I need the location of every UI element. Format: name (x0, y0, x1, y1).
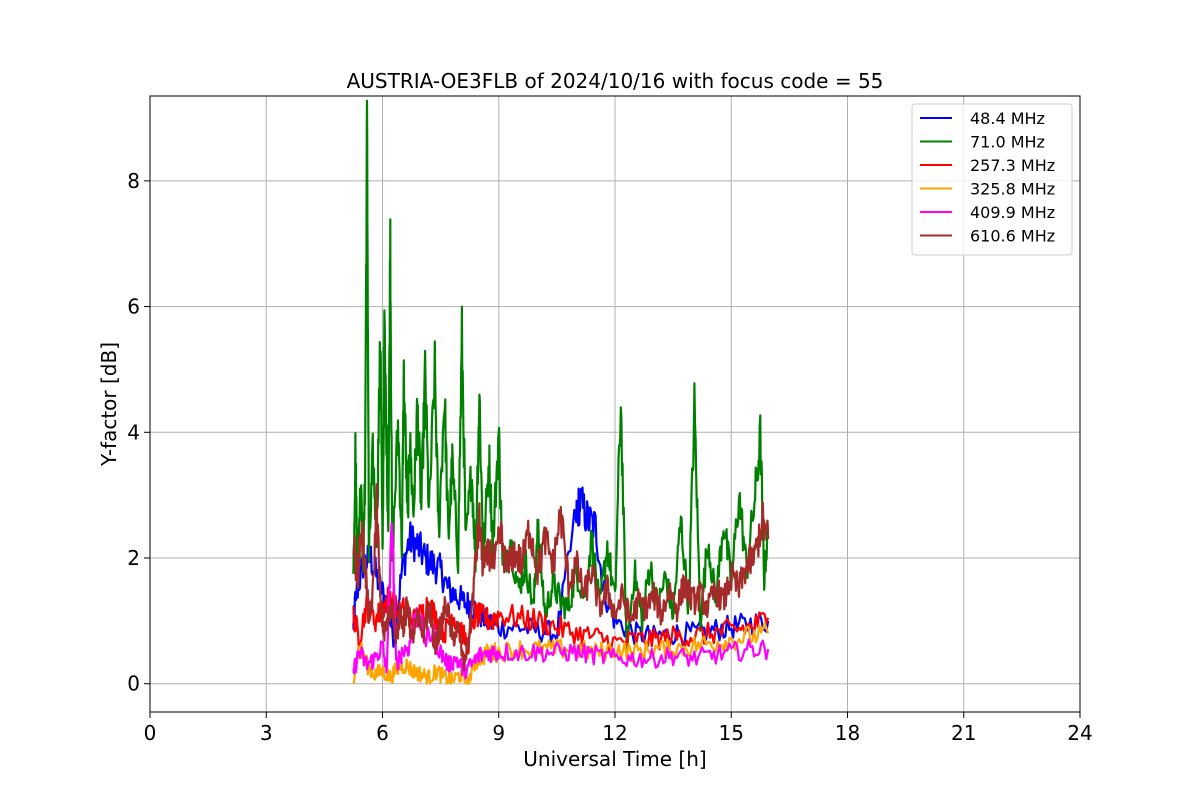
x-tick-label: 18 (835, 721, 860, 745)
legend: 48.4 MHz 71.0 MHz 257.3 MHz 325.8 MHz 409.9… (911, 103, 1073, 256)
y-tick-label: 8 (127, 169, 140, 193)
legend-label: 48.4 MHz (970, 109, 1045, 128)
legend-label: 71.0 MHz (970, 133, 1045, 152)
x-tick-label: 15 (719, 721, 744, 745)
x-tick-label: 12 (602, 721, 627, 745)
y-tick-label: 6 (127, 295, 140, 319)
series-layer (352, 99, 770, 685)
x-tick-label: 3 (260, 721, 273, 745)
series-line (352, 99, 770, 654)
legend-label: 610.6 MHz (970, 227, 1055, 246)
legend-items: 48.4 MHz 71.0 MHz 257.3 MHz 325.8 MHz 409.9… (920, 109, 1055, 246)
legend-label: 409.9 MHz (970, 203, 1055, 222)
x-axis-ticks: 0 3 6 9 12 15 18 21 24 (144, 712, 1093, 745)
y-axis-label: Y-factor [dB] (97, 342, 121, 467)
series-line (352, 483, 770, 672)
x-axis-label: Universal Time [h] (523, 747, 706, 771)
series-line (352, 522, 770, 680)
x-tick-label: 9 (492, 721, 505, 745)
legend-label: 325.8 MHz (970, 180, 1055, 199)
chart-title: AUSTRIA-OE3FLB of 2024/10/16 with focus … (347, 69, 884, 93)
x-tick-label: 21 (951, 721, 976, 745)
x-tick-label: 0 (144, 721, 157, 745)
y-tick-label: 0 (127, 672, 140, 696)
x-tick-label: 6 (376, 721, 389, 745)
y-axis-ticks: 0 2 4 6 8 (127, 169, 150, 696)
y-tick-label: 2 (127, 546, 140, 570)
series-line (352, 621, 770, 685)
x-tick-label: 24 (1067, 721, 1092, 745)
y-tick-label: 4 (127, 420, 140, 444)
legend-label: 257.3 MHz (970, 156, 1055, 175)
